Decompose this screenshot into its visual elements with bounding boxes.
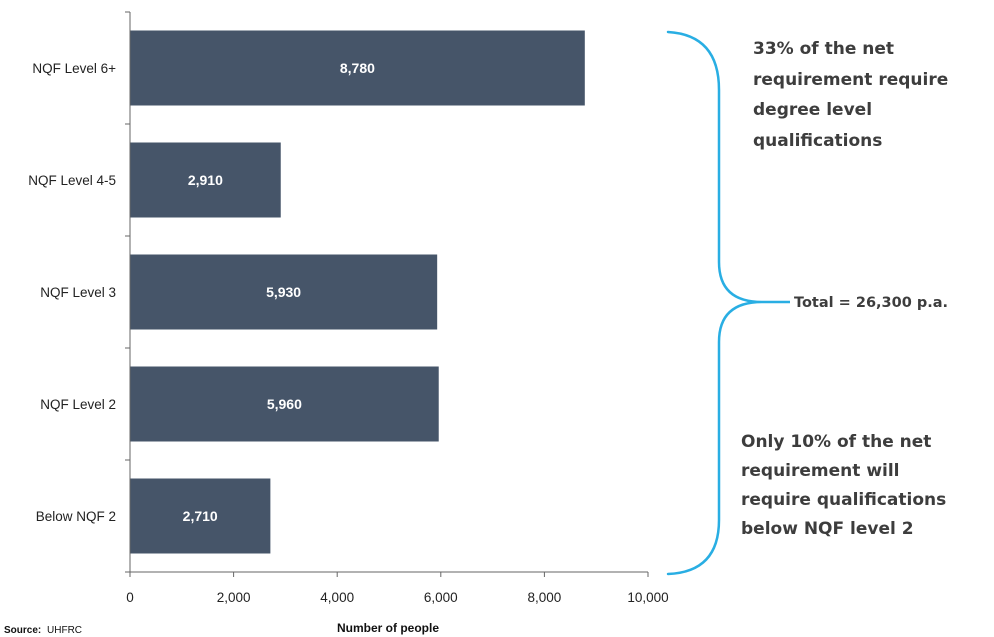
source-text: UHFRC [47, 625, 82, 636]
total-note: Total = 26,300 p.a. [794, 295, 948, 311]
bar-value-label-0: 8,780 [340, 60, 375, 76]
x-axis-title: Number of people [337, 621, 439, 635]
bar-value-label-3: 5,960 [267, 396, 302, 412]
top-note-line-2: requirement require [753, 70, 948, 90]
bar-0 [130, 30, 585, 106]
x-tick-label-2: 4,000 [320, 590, 354, 605]
source-note: Source: UHFRC [4, 625, 82, 636]
category-label-1: NQF Level 4-5 [28, 173, 116, 188]
category-label-0: NQF Level 6+ [32, 61, 116, 76]
bracket [666, 30, 790, 576]
bar-1 [130, 142, 281, 218]
top-note-line-3: degree level [753, 100, 872, 120]
bottom-note: Only 10% of the net requirement will req… [741, 432, 946, 539]
bar-value-label-4: 2,710 [183, 508, 218, 524]
bottom-note-line-1: Only 10% of the net [741, 432, 931, 452]
top-note-line-4: qualifications [753, 131, 882, 151]
category-label-3: NQF Level 2 [40, 397, 116, 412]
x-tick-label-0: 0 [126, 590, 134, 605]
top-note-line-1: 33% of the net [753, 39, 894, 59]
bar-2 [130, 254, 438, 330]
bottom-note-line-3: require qualifications [741, 490, 946, 510]
bar-value-label-1: 2,910 [188, 172, 223, 188]
x-tick-label-3: 6,000 [424, 590, 458, 605]
bar-value-label-2: 5,930 [266, 284, 301, 300]
bottom-note-line-4: below NQF level 2 [741, 519, 914, 539]
axis-layer: NQF Level 6+ NQF Level 4-5 NQF Level 3 NQF … [28, 11, 669, 605]
category-label-4: Below NQF 2 [36, 509, 116, 524]
x-tick-label-4: 8,000 [528, 590, 562, 605]
x-tick-label-5: 10,000 [627, 590, 668, 605]
bar-4 [130, 478, 271, 554]
bottom-note-line-2: requirement will [741, 461, 900, 481]
source-label: Source: [4, 625, 41, 636]
bar-3 [130, 366, 439, 442]
bars-layer: 8,780 2,910 5,930 5,960 2,710 [130, 30, 585, 554]
category-label-2: NQF Level 3 [40, 285, 116, 300]
x-tick-label-1: 2,000 [217, 590, 251, 605]
top-note: 33% of the net requirement require degre… [753, 39, 948, 151]
